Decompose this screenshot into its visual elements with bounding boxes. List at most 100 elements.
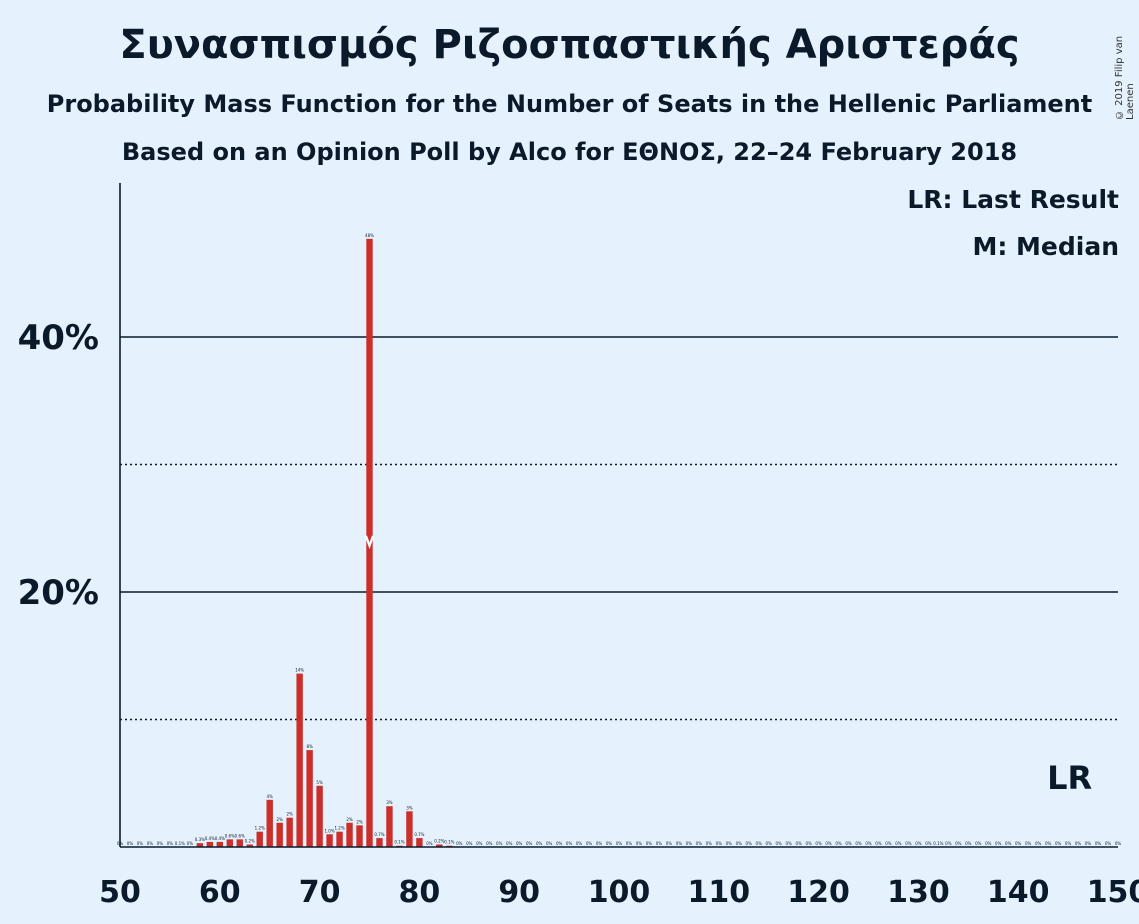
data-label: 0% (576, 841, 583, 846)
data-label: 0% (476, 841, 483, 846)
data-label: 0.3% (195, 837, 205, 842)
data-label: 0% (766, 841, 773, 846)
data-label: 5% (316, 780, 323, 785)
data-label: 0% (1115, 841, 1122, 846)
data-label: 0.2% (245, 838, 255, 843)
data-label: 0% (556, 841, 563, 846)
bar (286, 817, 293, 847)
data-label: 0% (1065, 841, 1072, 846)
data-label: 0% (995, 841, 1002, 846)
data-label: 0% (147, 841, 154, 846)
data-label: 0% (167, 841, 174, 846)
bar (336, 831, 343, 847)
data-label: 0% (646, 841, 653, 846)
data-label: 0% (656, 841, 663, 846)
bar (206, 841, 214, 847)
data-label: 0% (137, 841, 144, 846)
data-label: 0% (835, 841, 842, 846)
median-marker (364, 535, 375, 550)
x-tick-label: 140 (987, 875, 1050, 910)
bar (256, 831, 263, 847)
x-tick-label: 60 (199, 875, 241, 910)
bar (406, 811, 413, 847)
chart-subtitle: Probability Mass Function for the Number… (46, 90, 1093, 118)
data-label: 0% (785, 841, 792, 846)
data-label: 0% (1035, 841, 1042, 846)
data-label: 0% (666, 841, 673, 846)
data-label: 0% (795, 841, 802, 846)
data-label: 0% (746, 841, 753, 846)
data-label: 0% (895, 841, 902, 846)
x-tick-label: 80 (399, 875, 441, 910)
data-label: 0% (1015, 841, 1022, 846)
data-label: 0% (526, 841, 533, 846)
x-tick-label: 130 (887, 875, 950, 910)
data-label: 0% (1005, 841, 1012, 846)
data-label: 0% (127, 841, 134, 846)
data-label: 0% (805, 841, 812, 846)
data-label: 0% (885, 841, 892, 846)
bar (236, 839, 243, 847)
bar (436, 844, 443, 847)
y-tick-label: 40% (18, 318, 99, 358)
data-label: 1.2% (334, 826, 344, 831)
data-label: 0% (516, 841, 523, 846)
data-label: 0% (1105, 841, 1112, 846)
data-label: 4% (267, 794, 274, 799)
data-label: 0% (496, 841, 503, 846)
x-tick-label: 110 (687, 875, 750, 910)
data-label: 1.2% (255, 826, 265, 831)
data-label: 0% (626, 841, 633, 846)
data-label: 2% (346, 817, 353, 822)
data-label: 0.1% (444, 840, 454, 845)
data-label: 14% (295, 668, 304, 673)
data-label: 0% (1045, 841, 1052, 846)
data-label: 0% (776, 841, 783, 846)
data-label: 0% (606, 841, 613, 846)
bar (346, 822, 353, 847)
data-label: 0.6% (235, 833, 245, 838)
data-label: 0% (596, 841, 603, 846)
data-label: 0% (905, 841, 912, 846)
legend-median: M: Median (972, 232, 1119, 261)
bar (216, 841, 223, 847)
bar (316, 785, 323, 847)
data-label: 0% (945, 841, 952, 846)
data-label: 0% (955, 841, 962, 846)
bar (246, 844, 253, 847)
chart-source-line: Based on an Opinion Poll by Alco for ΕΘΝ… (121, 138, 1018, 166)
data-label: 0% (546, 841, 553, 846)
data-label: 0% (815, 841, 822, 846)
data-label: 0.2% (434, 838, 444, 843)
bar (326, 834, 333, 847)
data-label: 2% (286, 812, 293, 817)
x-tick-label: 90 (498, 875, 540, 910)
data-label: 0% (426, 841, 433, 846)
data-label: 0.1% (394, 840, 404, 845)
y-tick-label: 20% (18, 573, 99, 613)
data-label: 0% (965, 841, 972, 846)
x-tick-label: 50 (99, 875, 141, 910)
x-tick-label: 70 (299, 875, 341, 910)
data-label: 0% (915, 841, 922, 846)
legend-last-result: LR: Last Result (907, 185, 1119, 214)
data-label: 0% (616, 841, 623, 846)
bar (276, 822, 283, 847)
data-label: 0% (706, 841, 713, 846)
bar (376, 838, 383, 847)
data-label: 0% (825, 841, 832, 846)
data-label: 0% (726, 841, 733, 846)
data-label: 0% (506, 841, 513, 846)
data-label: 0% (1085, 841, 1092, 846)
data-label: 0% (985, 841, 992, 846)
last-result-label: LR (1047, 759, 1092, 797)
data-label: 3% (386, 800, 393, 805)
data-label: 8% (306, 744, 313, 749)
data-label: 0.7% (414, 832, 424, 837)
data-label: 0% (845, 841, 852, 846)
data-label: 0% (865, 841, 872, 846)
data-label: 0.4% (215, 836, 225, 841)
data-label: 1.0% (324, 828, 334, 833)
data-label: 0% (756, 841, 763, 846)
